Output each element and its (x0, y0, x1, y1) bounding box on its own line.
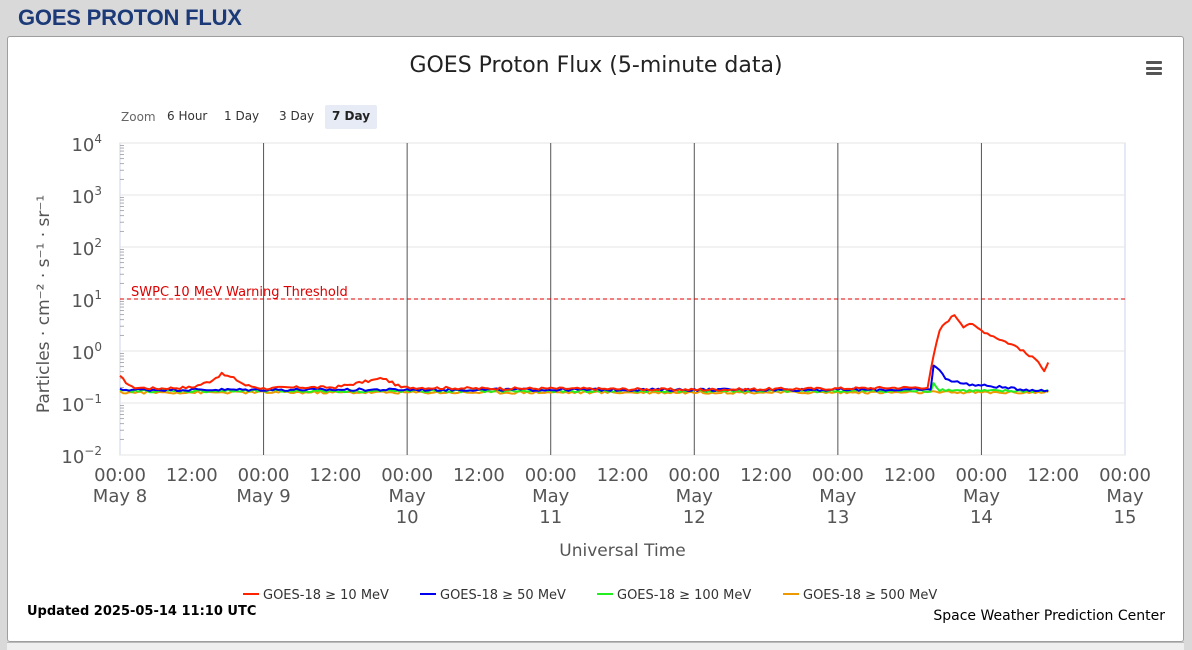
x-tick-date-label: May (532, 486, 570, 507)
x-tick-time-label: 00:00 (1099, 465, 1151, 486)
y-tick-label: 10−2 (61, 444, 102, 468)
y-tick-label: 101 (71, 288, 102, 312)
x-tick-date-label: May 9 (236, 486, 290, 507)
page-header: GOES PROTON FLUX (0, 0, 1192, 36)
x-tick-time-label: 00:00 (238, 465, 290, 486)
y-tick-label: 103 (71, 184, 102, 208)
x-tick-time-label: 12:00 (453, 465, 505, 486)
hamburger-menu-icon[interactable] (1146, 61, 1162, 75)
x-tick-date-label: May 8 (93, 486, 147, 507)
chart-title: GOES Proton Flux (5-minute data) (409, 53, 783, 78)
x-tick-time-label: 00:00 (525, 465, 577, 486)
x-tick-time-label: 12:00 (1027, 465, 1079, 486)
x-tick-date-label: May (676, 486, 714, 507)
x-tick-date-label: 10 (396, 507, 419, 528)
zoom-button-6-hour[interactable]: 6 Hour (167, 109, 208, 123)
x-tick-time-label: 12:00 (740, 465, 792, 486)
x-tick-time-label: 00:00 (381, 465, 433, 486)
bottom-strip (7, 642, 1184, 650)
x-tick-date-label: May (819, 486, 857, 507)
x-tick-time-label: 00:00 (668, 465, 720, 486)
x-tick-date-label: May (389, 486, 427, 507)
x-tick-date-label: May (963, 486, 1001, 507)
x-tick-date-label: 13 (826, 507, 849, 528)
x-tick-time-label: 00:00 (955, 465, 1007, 486)
x-tick-time-label: 00:00 (812, 465, 864, 486)
credit-text: Space Weather Prediction Center (933, 608, 1165, 624)
x-tick-date-label: 12 (683, 507, 706, 528)
y-tick-label: 102 (71, 236, 102, 260)
x-tick-time-label: 12:00 (884, 465, 936, 486)
updated-timestamp: Updated 2025-05-14 11:10 UTC (27, 604, 257, 619)
legend-label: GOES-18 ≥ 500 MeV (803, 588, 937, 603)
legend-label: GOES-18 ≥ 50 MeV (440, 588, 566, 603)
zoom-label: Zoom (121, 110, 156, 124)
legend-label: GOES-18 ≥ 10 MeV (263, 588, 389, 603)
y-tick-label: 100 (71, 340, 102, 364)
x-tick-time-label: 12:00 (597, 465, 649, 486)
page-title: GOES PROTON FLUX (18, 5, 242, 30)
legend-label: GOES-18 ≥ 100 MeV (617, 588, 751, 603)
x-axis-title: Universal Time (559, 541, 685, 561)
x-tick-date-label: 15 (1114, 507, 1137, 528)
y-tick-label: 10−1 (61, 392, 102, 416)
threshold-label: SWPC 10 MeV Warning Threshold (131, 285, 348, 300)
y-tick-label: 104 (71, 132, 102, 156)
x-tick-date-label: 11 (539, 507, 562, 528)
zoom-button-3-day[interactable]: 3 Day (279, 109, 315, 123)
x-tick-time-label: 12:00 (166, 465, 218, 486)
x-tick-date-label: 14 (970, 507, 993, 528)
x-tick-time-label: 12:00 (309, 465, 361, 486)
zoom-button-1-day[interactable]: 1 Day (224, 109, 260, 123)
series-line-0 (119, 314, 1050, 392)
zoom-button-7-day[interactable]: 7 Day (325, 105, 378, 129)
series-line-1 (119, 364, 1049, 393)
x-tick-date-label: May (1106, 486, 1144, 507)
y-axis-title: Particles · cm⁻² · s⁻¹ · sr⁻¹ (34, 195, 54, 413)
chart-panel (7, 36, 1184, 642)
x-tick-time-label: 00:00 (94, 465, 146, 486)
